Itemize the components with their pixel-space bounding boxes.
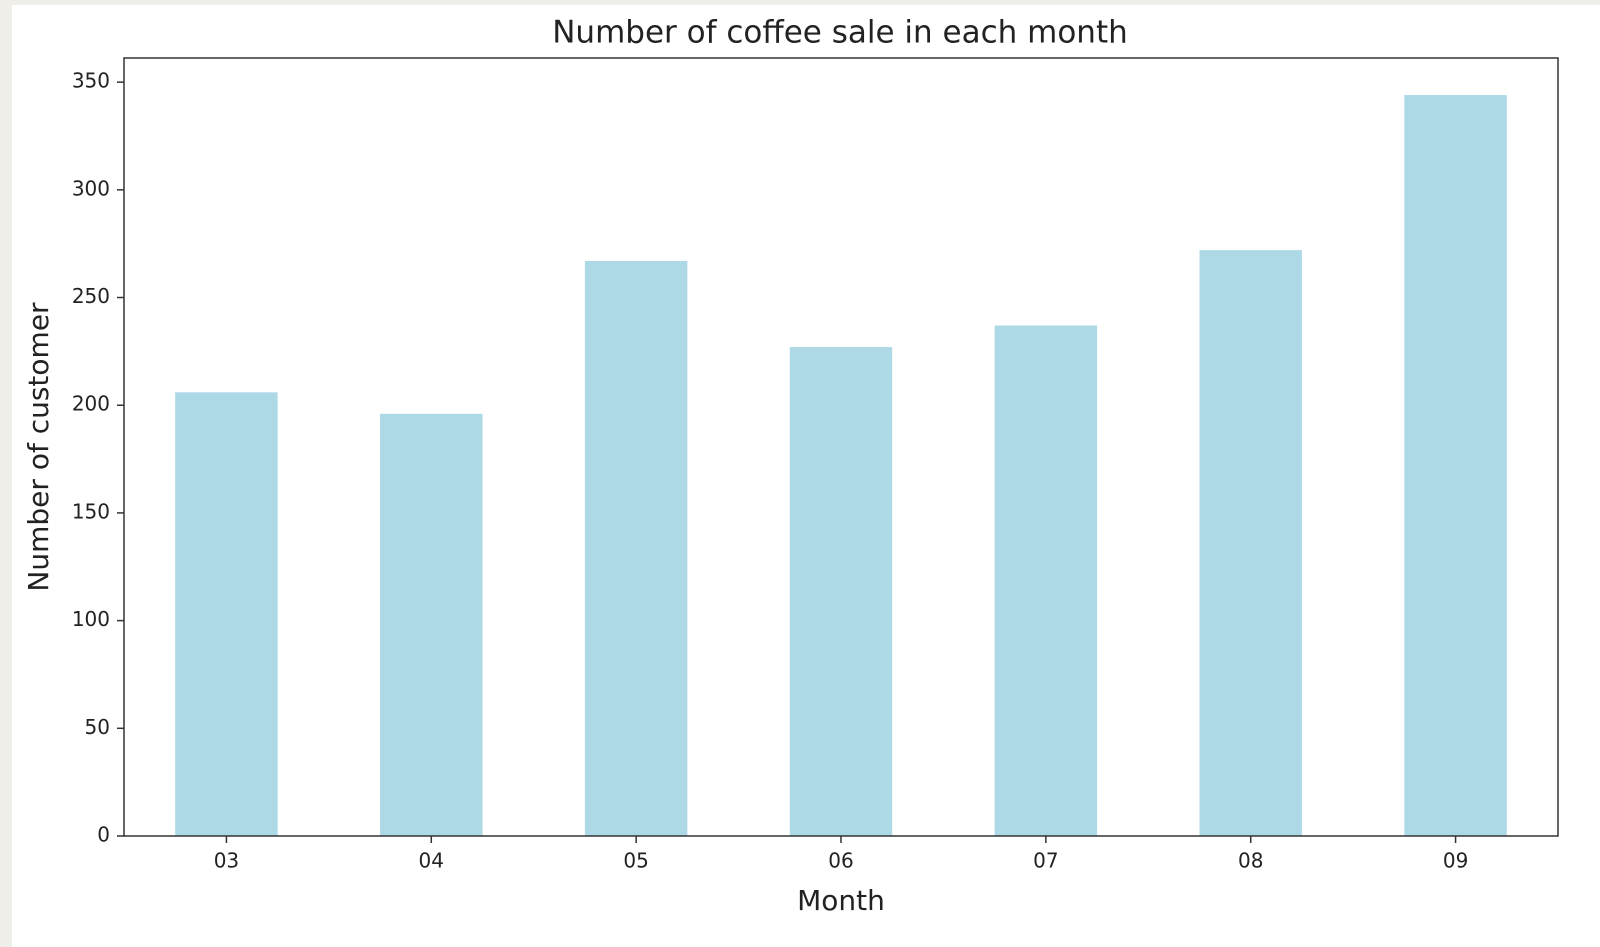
y-tick-label: 200 xyxy=(72,392,110,416)
y-tick-label: 100 xyxy=(72,607,110,631)
x-tick-label: 09 xyxy=(1443,849,1468,873)
bar xyxy=(994,325,1098,836)
y-tick-label: 150 xyxy=(72,499,110,523)
y-tick-label: 250 xyxy=(72,284,110,308)
x-tick-label: 05 xyxy=(623,849,648,873)
y-tick-label: 350 xyxy=(72,69,110,93)
x-tick-label: 07 xyxy=(1033,849,1058,873)
x-tick-label: 03 xyxy=(214,849,239,873)
x-axis-label: Month xyxy=(797,884,885,917)
chart-title: Number of coffee sale in each month xyxy=(552,15,1128,51)
bar xyxy=(1404,95,1507,837)
y-axis-label: Number of customer xyxy=(22,302,55,592)
bar xyxy=(380,413,483,836)
y-tick-label: 50 xyxy=(85,715,110,739)
y-tick-label: 0 xyxy=(97,823,110,847)
x-tick-label: 08 xyxy=(1238,849,1263,873)
bar xyxy=(584,260,688,836)
y-tick-label: 300 xyxy=(72,176,110,200)
bar xyxy=(1199,250,1302,836)
x-tick-label: 06 xyxy=(828,849,853,873)
x-tick-label: 04 xyxy=(419,849,444,873)
bar xyxy=(175,392,278,836)
plot-area xyxy=(175,95,1507,837)
bar xyxy=(789,347,893,836)
